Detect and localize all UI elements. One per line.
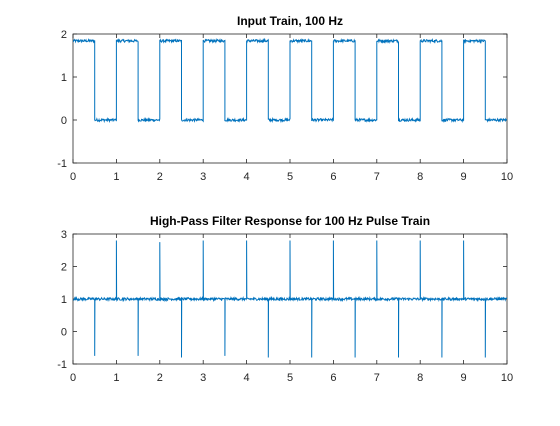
x-tick-label: 9 — [461, 171, 467, 183]
axes-high-pass-response: High-Pass Filter Response for 100 Hz Pul… — [57, 214, 513, 384]
x-tick-label: 9 — [461, 372, 467, 384]
x-tick-label: 4 — [244, 171, 250, 183]
chart-title-input-train: Input Train, 100 Hz — [237, 14, 343, 28]
x-tick-label: 7 — [374, 372, 380, 384]
x-tick-label: 1 — [113, 372, 119, 384]
x-tick-label: 2 — [157, 372, 163, 384]
x-tick-label: 0 — [70, 372, 76, 384]
x-tick-label: 6 — [330, 171, 336, 183]
x-tick-label: 5 — [287, 372, 293, 384]
x-tick-label: 10 — [501, 171, 513, 183]
x-tick-label: 3 — [200, 171, 206, 183]
series-line — [73, 37, 507, 124]
y-tick-label: 0 — [61, 115, 67, 127]
x-tick-label: 6 — [330, 372, 336, 384]
x-tick-label: 10 — [501, 372, 513, 384]
x-tick-label: 0 — [70, 171, 76, 183]
chart-title-high-pass-response: High-Pass Filter Response for 100 Hz Pul… — [150, 214, 430, 228]
y-tick-label: 2 — [61, 262, 67, 274]
x-tick-label: 8 — [417, 171, 423, 183]
x-tick-label: 2 — [157, 171, 163, 183]
x-tick-label: 8 — [417, 372, 423, 384]
y-tick-label: 3 — [61, 229, 67, 241]
y-tick-label: 1 — [61, 72, 67, 84]
y-tick-label: -1 — [57, 158, 67, 170]
y-tick-label: 0 — [61, 327, 67, 339]
y-tick-label: 2 — [61, 29, 67, 41]
x-tick-label: 7 — [374, 171, 380, 183]
x-tick-label: 5 — [287, 171, 293, 183]
y-tick-label: 1 — [61, 294, 67, 306]
series-line — [73, 240, 507, 358]
x-tick-label: 1 — [113, 171, 119, 183]
x-tick-label: 3 — [200, 372, 206, 384]
x-tick-label: 4 — [244, 372, 250, 384]
y-tick-label: -1 — [57, 359, 67, 371]
